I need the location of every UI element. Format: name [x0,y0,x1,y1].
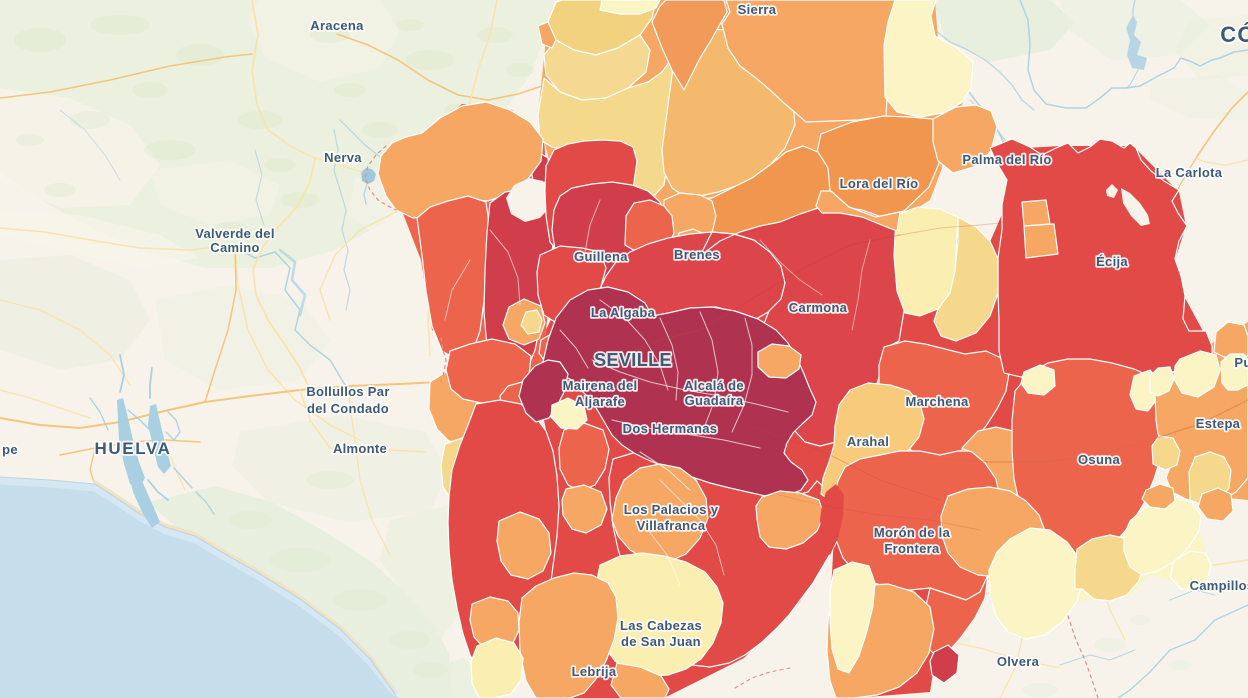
svg-text:Lebrija: Lebrija [572,664,617,679]
svg-text:Los Palacios y: Los Palacios y [624,502,719,517]
svg-text:de San Juan: de San Juan [621,634,701,649]
svg-text:Palma del Río: Palma del Río [962,152,1051,167]
svg-text:SEVILLE: SEVILLE [594,350,672,370]
svg-text:Estepa: Estepa [1196,416,1241,431]
svg-text:Osuna: Osuna [1078,452,1120,467]
svg-text:Frontera: Frontera [884,541,940,556]
svg-text:Bollullos Par: Bollullos Par [306,384,389,399]
svg-text:Las Cabezas: Las Cabezas [620,618,702,633]
svg-text:Dos Hermanas: Dos Hermanas [623,421,718,436]
svg-text:HUELVA: HUELVA [95,439,172,458]
svg-text:Carmona: Carmona [789,300,848,315]
svg-text:Arahal: Arahal [847,434,889,449]
svg-text:Nerva: Nerva [324,150,362,165]
svg-text:Sierra: Sierra [738,2,777,17]
svg-text:La Carlota: La Carlota [1156,165,1223,180]
svg-text:del Condado: del Condado [307,401,389,416]
svg-text:Écija: Écija [1096,254,1128,269]
svg-text:Marchena: Marchena [905,394,969,409]
svg-text:La Algaba: La Algaba [591,305,656,320]
svg-text:Brenes: Brenes [674,247,720,262]
svg-text:Guillena: Guillena [574,249,628,264]
svg-text:pe: pe [2,442,18,457]
svg-text:CÓ: CÓ [1220,22,1248,47]
svg-text:Camino: Camino [210,240,259,255]
svg-text:Mairena del: Mairena del [563,378,638,393]
svg-text:Villafranca: Villafranca [637,518,706,533]
svg-text:Aracena: Aracena [310,18,364,33]
svg-text:Lora del Río: Lora del Río [840,176,919,191]
svg-text:Aljarafe: Aljarafe [575,394,625,409]
svg-text:Almonte: Almonte [333,441,387,456]
svg-text:Valverde del: Valverde del [195,226,274,241]
svg-text:Morón de la: Morón de la [874,525,951,540]
svg-text:Guadaíra: Guadaíra [685,393,744,408]
svg-text:Pu: Pu [1234,355,1248,370]
svg-text:Olvera: Olvera [997,654,1040,669]
svg-text:Campillos: Campillos [1190,578,1248,593]
svg-text:Alcalá de: Alcalá de [684,378,744,393]
